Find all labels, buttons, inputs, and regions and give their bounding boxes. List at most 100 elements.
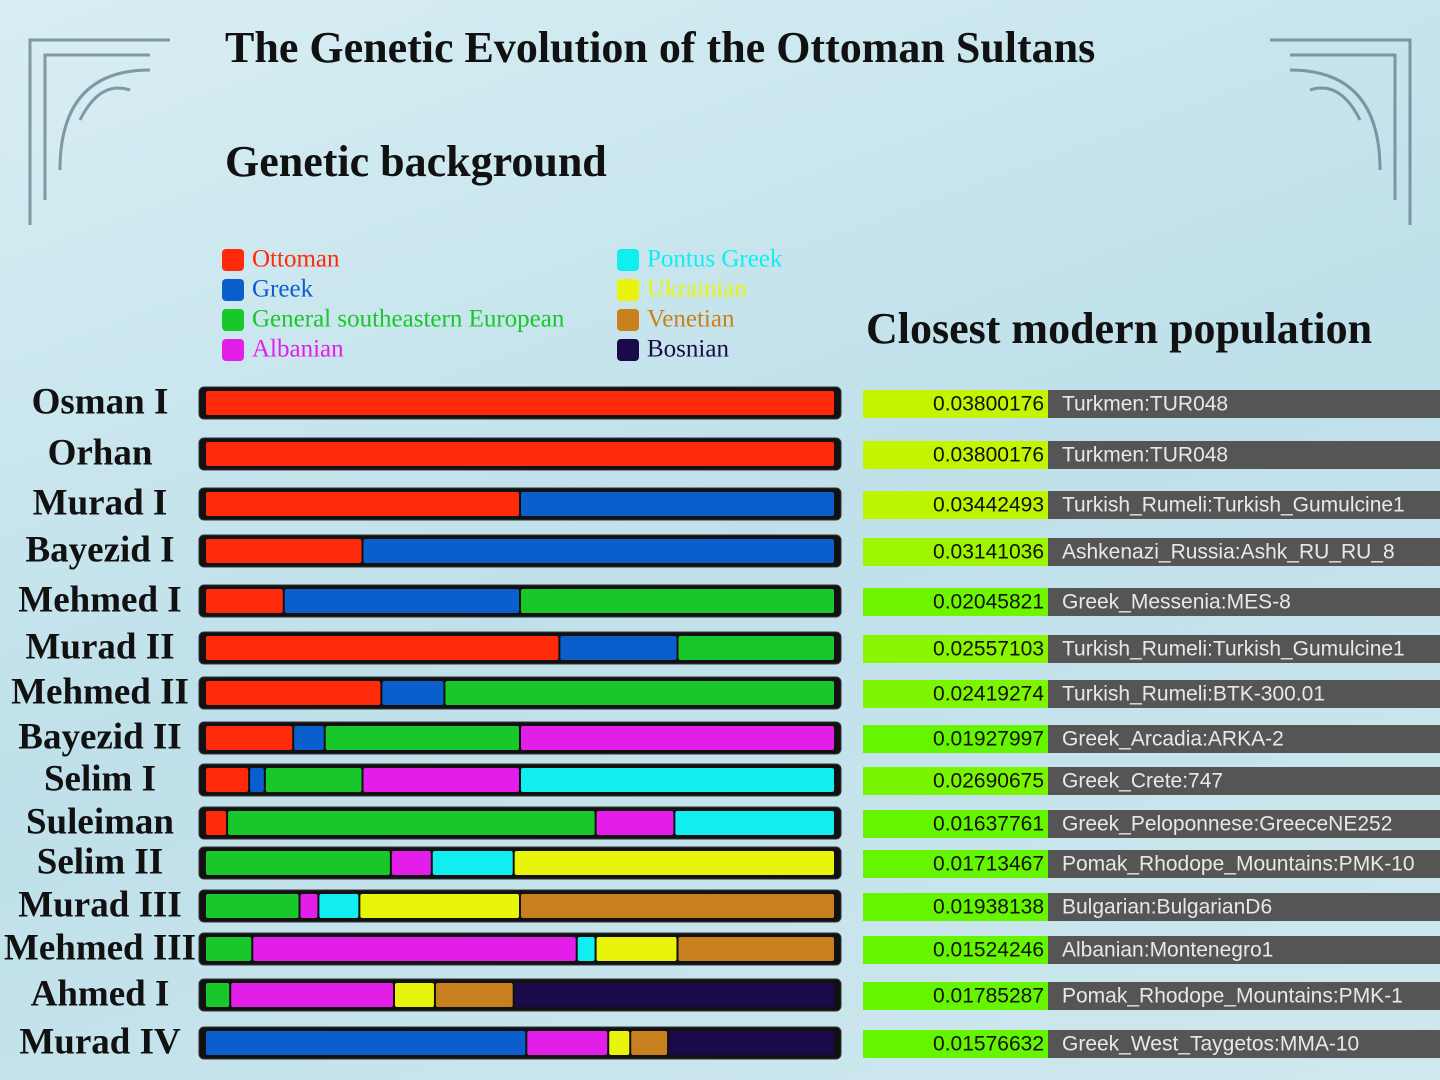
legend-label: Albanian	[252, 336, 344, 363]
bar-segment	[521, 726, 834, 750]
population-name: Greek_West_Taygetos:MMA-10	[1062, 1033, 1359, 1056]
row-label: Bayezid II	[18, 716, 181, 757]
distance-cell	[863, 982, 1048, 1010]
bar-segment	[560, 636, 677, 660]
distance-cell	[863, 390, 1048, 418]
bar-segment	[206, 726, 293, 750]
distance-cell	[863, 810, 1048, 838]
distance-value: 0.03442493	[933, 494, 1044, 517]
distance-cell	[863, 1030, 1048, 1058]
row-label: Orhan	[48, 432, 153, 473]
distance-cell	[863, 538, 1048, 566]
bar-segment	[206, 589, 283, 613]
population-cell	[1048, 767, 1440, 795]
distance-value: 0.01938138	[933, 896, 1044, 919]
bar-segment	[325, 726, 519, 750]
population-cell	[1048, 680, 1440, 708]
bar-segment	[521, 589, 834, 613]
bar-segment	[669, 1031, 834, 1055]
distance-value: 0.03800176	[933, 393, 1044, 416]
distance-value: 0.03800176	[933, 444, 1044, 467]
distance-value: 0.02690675	[933, 770, 1044, 793]
distance-cell	[863, 491, 1048, 519]
title: The Genetic Evolution of the Ottoman Sul…	[225, 23, 1095, 72]
distance-cell	[863, 635, 1048, 663]
bar-segment	[265, 768, 362, 792]
bar-segment	[206, 1031, 526, 1055]
bar-segment	[391, 851, 431, 875]
bar-segment	[514, 851, 834, 875]
bar-segment	[432, 851, 513, 875]
legend-label: Ukrainian	[647, 276, 747, 303]
bar-segment	[514, 983, 834, 1007]
population-cell	[1048, 538, 1440, 566]
bar-segment	[206, 937, 252, 961]
population-cell	[1048, 893, 1440, 921]
bar-segment	[596, 937, 677, 961]
row-label: Bayezid I	[25, 529, 174, 570]
distance-cell	[863, 680, 1048, 708]
distance-cell	[863, 588, 1048, 616]
distance-cell	[863, 725, 1048, 753]
bar-segment	[300, 894, 318, 918]
population-name: Turkish_Rumeli:BTK-300.01	[1062, 683, 1325, 706]
row-label: Osman I	[32, 381, 169, 422]
bar-segment	[206, 768, 249, 792]
row-label: Mehmed III	[4, 927, 196, 968]
bar-segment	[250, 768, 264, 792]
distance-value: 0.01927997	[933, 728, 1044, 751]
bar-segment	[521, 492, 834, 516]
bar-segment	[363, 539, 834, 563]
population-name: Greek_Arcadia:ARKA-2	[1062, 728, 1284, 751]
legend-swatch	[222, 279, 244, 301]
bar-segment	[228, 811, 595, 835]
bar-segment	[678, 636, 834, 660]
population-name: Pomak_Rhodope_Mountains:PMK-10	[1062, 853, 1415, 876]
distance-value: 0.01576632	[933, 1033, 1044, 1056]
legend-label: Ottoman	[252, 246, 340, 273]
population-cell	[1048, 390, 1440, 418]
bar-segment	[206, 851, 390, 875]
population-name: Turkmen:TUR048	[1062, 393, 1228, 416]
legend-swatch	[617, 249, 639, 271]
population-name: Albanian:Montenegro1	[1062, 939, 1273, 962]
legend-swatch	[222, 249, 244, 271]
population-name: Greek_Crete:747	[1062, 770, 1223, 793]
bar-segment	[206, 811, 227, 835]
bar-segment	[631, 1031, 668, 1055]
population-name: Turkish_Rumeli:Turkish_Gumulcine1	[1062, 638, 1405, 661]
bar-segment	[206, 983, 230, 1007]
corner-ornament	[28, 38, 1412, 225]
distance-cell	[863, 441, 1048, 469]
population-cell	[1048, 936, 1440, 964]
legend-swatch	[617, 309, 639, 331]
bar-segment	[382, 681, 444, 705]
population-cell	[1048, 491, 1440, 519]
distance-cell	[863, 936, 1048, 964]
bar-segment	[206, 442, 834, 466]
bar-segment	[206, 636, 559, 660]
distance-value: 0.03141036	[933, 541, 1044, 564]
population-name: Greek_Messenia:MES-8	[1062, 591, 1291, 614]
legend-swatch	[222, 309, 244, 331]
bar-segment	[206, 391, 834, 415]
table-title: Closest modern population	[866, 304, 1372, 353]
row-label: Mehmed II	[11, 671, 189, 712]
population-name: Greek_Peloponnese:GreeceNE252	[1062, 813, 1392, 836]
distance-value: 0.01713467	[933, 853, 1044, 876]
bar-segment	[319, 894, 359, 918]
bar-segment	[206, 681, 381, 705]
population-name: Ashkenazi_Russia:Ashk_RU_RU_8	[1062, 541, 1395, 564]
population-name: Turkmen:TUR048	[1062, 444, 1228, 467]
distance-value: 0.01524246	[933, 939, 1044, 962]
bar-segment	[678, 937, 834, 961]
legend-label: Pontus Greek	[647, 246, 783, 273]
bar-segment	[284, 589, 519, 613]
legend-label: Greek	[252, 276, 314, 303]
distance-value: 0.01637761	[933, 813, 1044, 836]
bar-segment	[231, 983, 393, 1007]
bar-segment	[395, 983, 434, 1007]
bar-segment	[609, 1031, 630, 1055]
chart-title: Genetic background	[225, 137, 607, 186]
